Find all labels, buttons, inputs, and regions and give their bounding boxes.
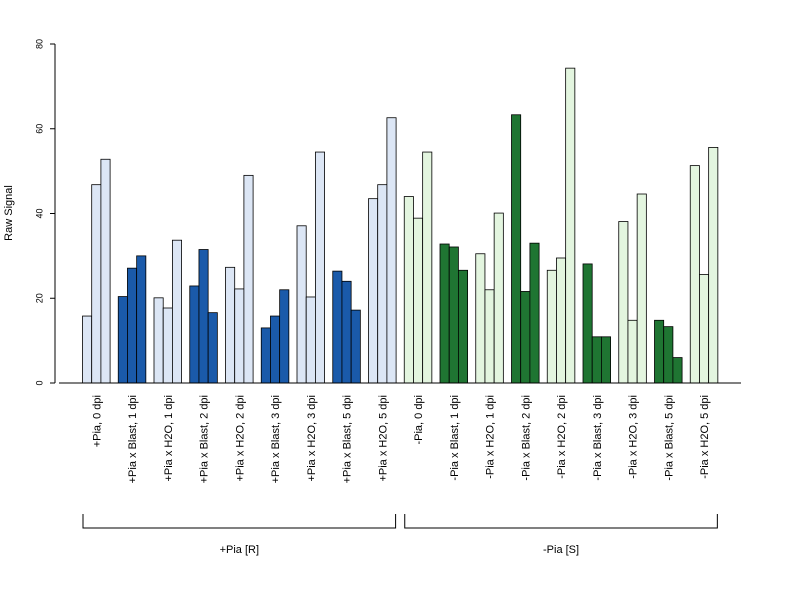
group-bracket [404,514,718,529]
bar [153,297,164,384]
bar [403,196,414,384]
bar [457,269,468,384]
bar [439,243,450,384]
bar [689,165,700,384]
bar [341,280,352,384]
y-tick-label: 0 [34,380,44,385]
bar [511,114,522,384]
bar [529,242,540,384]
bar [520,291,531,384]
bar [708,146,719,384]
x-tick-label: +Pia x Blast, 5 dpi [342,395,354,483]
bar [100,158,111,384]
x-tick-label: -Pia x H2O, 1 dpi [485,395,497,479]
bar [582,263,593,384]
y-axis-title: Raw Signal [3,185,15,241]
bar [654,319,665,384]
group-bracket [82,514,397,529]
bar [672,357,683,384]
bar [636,193,647,384]
bar [305,296,316,384]
x-tick-label: -Pia x Blast, 1 dpi [449,395,461,481]
group-label: -Pia [S] [543,544,579,556]
bar [162,307,173,384]
bar [207,312,218,384]
bar [136,255,147,384]
x-tick-label: -Pia x H2O, 5 dpi [699,395,711,479]
x-tick-label: +Pia x Blast, 3 dpi [270,395,282,483]
x-tick-label: -Pia, 0 dpi [413,395,425,445]
bar [591,336,602,384]
bar [601,336,612,384]
bar [171,239,182,384]
bar [82,315,93,384]
bar [422,151,433,384]
x-tick-label: +Pia x H2O, 3 dpi [306,395,318,482]
bar [448,246,459,384]
x-tick-label: -Pia x Blast, 2 dpi [520,395,532,481]
y-axis: Raw Signal 0 20 40 60 80 [3,39,56,386]
bar [546,269,557,384]
bar [699,274,710,384]
bar [484,289,495,384]
x-tick-label: -Pia x H2O, 2 dpi [556,395,568,479]
x-axis: +Pia, 0 dpi +Pia x Blast, 1 dpi +Pia x H2O… [59,382,741,483]
y-tick-label: 80 [34,39,44,49]
bar [198,249,209,384]
group-label: +Pia [R] [220,544,259,556]
y-tick-label: 20 [34,293,44,303]
bar [260,327,271,384]
bar [386,117,397,384]
x-tick-label: -Pia x Blast, 3 dpi [592,395,604,481]
bar [243,174,254,384]
bar [91,184,102,384]
bar [279,289,290,384]
bar [413,217,424,384]
bar [368,198,379,384]
x-tick-label: +Pia x H2O, 1 dpi [163,395,175,482]
bar [270,315,281,384]
x-tick-label: +Pia x H2O, 5 dpi [377,395,389,482]
bar [350,309,361,384]
bar [618,221,629,384]
bar [493,212,504,384]
bar [117,296,128,384]
x-tick-label: -Pia x H2O, 3 dpi [628,395,640,479]
bar [234,288,245,384]
x-tick-label: +Pia x H2O, 2 dpi [234,395,246,482]
bar [314,151,325,384]
bar [127,267,138,384]
group-brackets: +Pia [R] -Pia [S] [82,514,718,556]
bar [296,225,307,384]
bar [189,285,200,384]
bar [627,319,638,384]
y-tick-label: 60 [34,124,44,134]
bars-layer [82,67,719,384]
bar [332,270,343,384]
x-tick-label: -Pia x Blast, 5 dpi [663,395,675,481]
bar [663,326,674,384]
bar [565,67,576,384]
y-tick-label: 40 [34,208,44,218]
x-tick-label: +Pia x Blast, 2 dpi [199,395,211,483]
bar [475,253,486,384]
x-tick-label: +Pia x Blast, 1 dpi [127,395,139,483]
x-tick-label: +Pia, 0 dpi [91,395,103,447]
bar [225,266,236,384]
bar [556,257,567,384]
bar [377,184,388,384]
